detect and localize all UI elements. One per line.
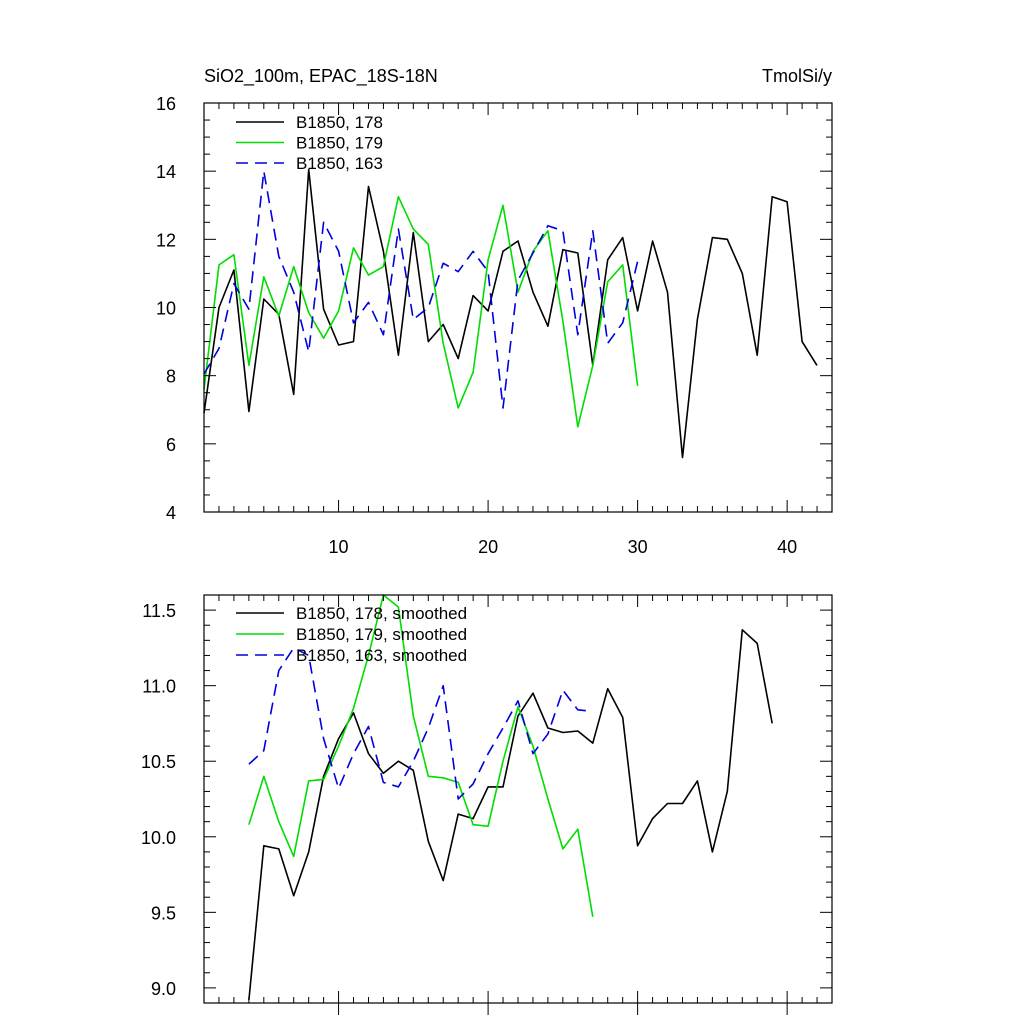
top-x-tick-label-40: 40	[777, 537, 797, 557]
top-y-tick-label-8: 8	[166, 367, 176, 387]
top-y-tick-label-16: 16	[156, 94, 176, 114]
bottom-y-tick-label-10-5: 10.5	[141, 752, 176, 772]
top-series-line-b1850-163	[203, 170, 639, 409]
bottom-series-line-b1850-178-smoothed	[248, 628, 773, 1001]
top-chart-axes: 10 20 30 40 4 6 8 10 12 14 16	[156, 94, 833, 557]
top-legend-label-b1850-179: B1850, 179	[296, 134, 383, 153]
bottom-chart-series-layer	[248, 594, 773, 1001]
top-series-line-b1850-178	[203, 168, 818, 459]
top-chart-panel: SiO2_100m, EPAC_18S-18N TmolSi/y 10 20 30 4…	[156, 66, 833, 557]
bottom-series-line-b1850-163-smoothed	[248, 647, 593, 800]
bottom-chart-legend: B1850, 178, smoothed B1850, 179, smoothed…	[236, 604, 467, 665]
top-x-tick-label-20: 20	[478, 537, 498, 557]
bottom-legend-label-b1850-178-smoothed: B1850, 178, smoothed	[296, 604, 467, 623]
top-y-tick-label-12: 12	[156, 230, 176, 250]
bottom-y-tick-label-9-5: 9.5	[151, 903, 176, 923]
bottom-y-tick-label-10-0: 10.0	[141, 828, 176, 848]
top-x-tick-label-10: 10	[329, 537, 349, 557]
bottom-chart-panel: 9.0 9.5 10.0 10.5 11.0 11.5 B1850, 178, smoot…	[141, 594, 833, 1015]
top-y-tick-label-14: 14	[156, 162, 176, 182]
bottom-legend-label-b1850-179-smoothed: B1850, 179, smoothed	[296, 625, 467, 644]
bottom-y-tick-label-9-0: 9.0	[151, 979, 176, 999]
top-y-tick-label-10: 10	[156, 299, 176, 319]
chart-title-left: SiO2_100m, EPAC_18S-18N	[204, 66, 438, 87]
bottom-legend-label-b1850-163-smoothed: B1850, 163, smoothed	[296, 646, 467, 665]
top-legend-label-b1850-163: B1850, 163	[296, 154, 383, 173]
top-x-tick-label-30: 30	[628, 537, 648, 557]
chart-title-right: TmolSi/y	[762, 66, 832, 86]
bottom-y-tick-label-11-0: 11.0	[142, 677, 176, 697]
top-y-tick-label-4: 4	[166, 503, 176, 523]
top-chart-series-layer	[203, 168, 818, 459]
top-series-line-b1850-179	[203, 195, 639, 428]
bottom-series-line-b1850-179-smoothed	[248, 594, 594, 918]
top-legend-label-b1850-178: B1850, 178	[296, 113, 383, 132]
bottom-y-tick-label-11-5: 11.5	[142, 601, 176, 621]
bottom-chart-axes: 9.0 9.5 10.0 10.5 11.0 11.5	[141, 594, 833, 1015]
top-y-tick-label-6: 6	[166, 435, 176, 455]
